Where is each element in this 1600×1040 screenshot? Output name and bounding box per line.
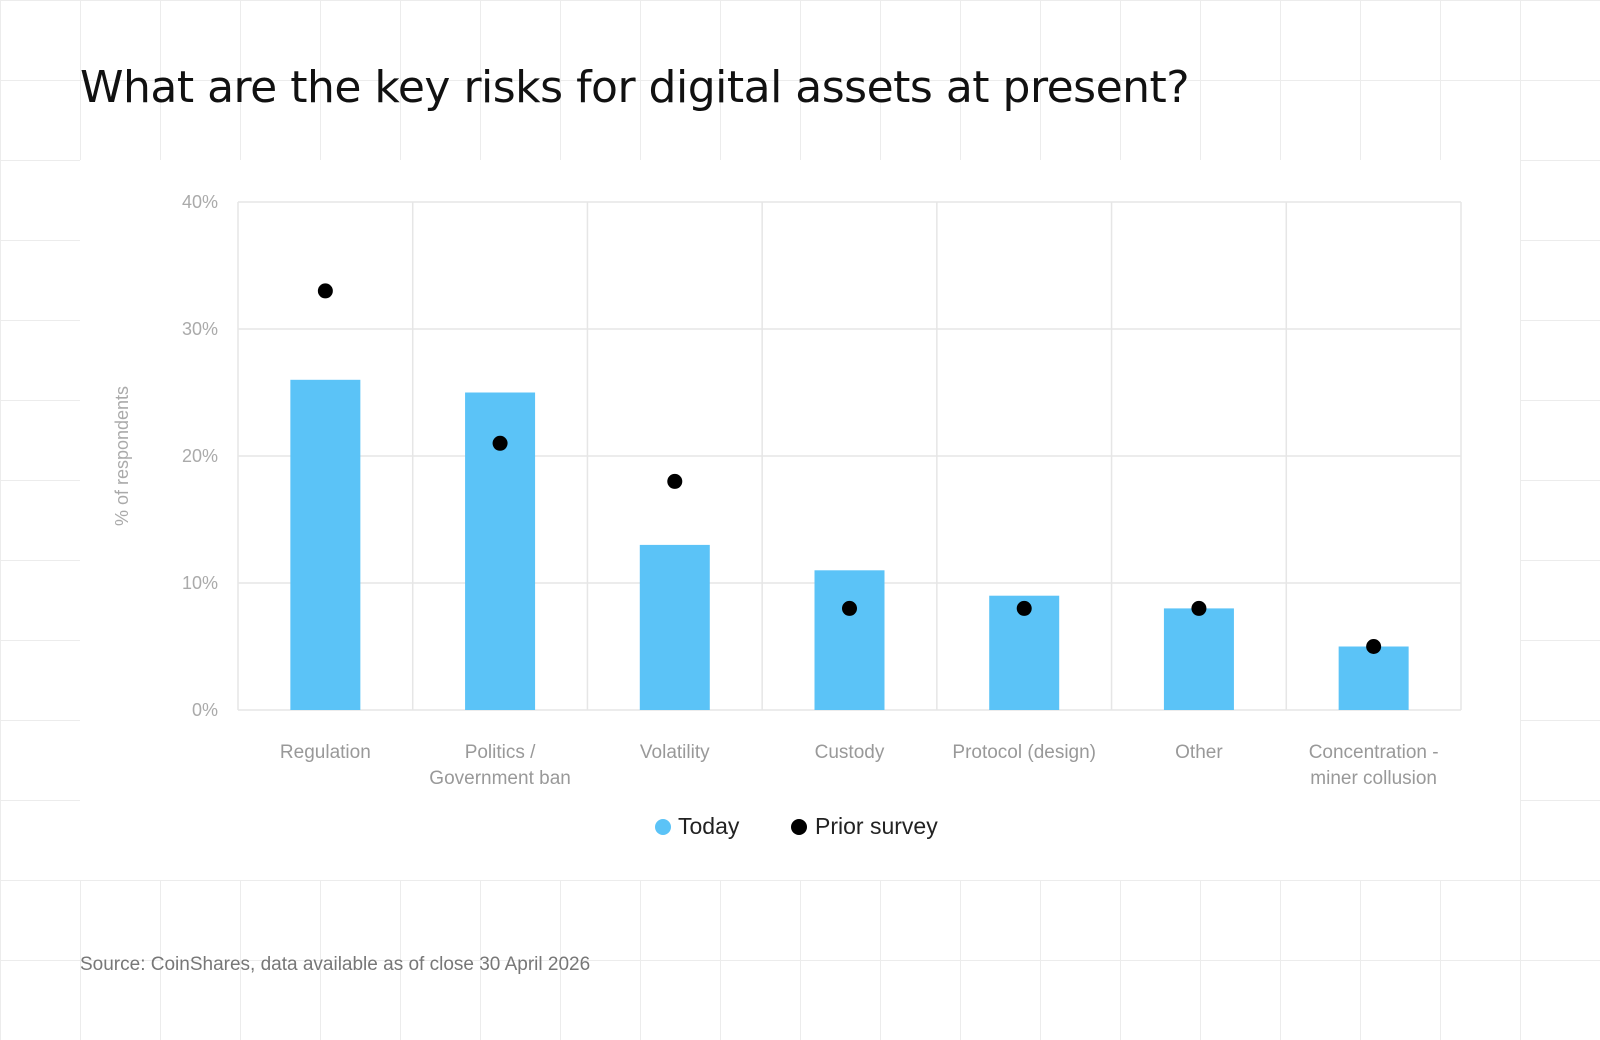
source-note: Source: CoinShares, data available as of… [80,954,591,975]
bar-today [639,544,710,710]
x-category-label: Concentration - [1309,742,1439,763]
legend-prior-label: Prior survey [815,813,938,839]
bar-today [290,379,361,710]
dot-prior-survey [1366,639,1382,654]
bar-today [814,570,885,710]
x-category-label: miner collusion [1310,768,1437,789]
legend-prior-swatch [791,819,807,835]
dot-prior-survey [317,283,333,299]
x-category-label: Volatility [640,742,710,763]
chart-panel: 0% 10% 20% 30% 40% % of respondents Regulation… [80,160,1520,880]
legend-today-swatch [655,819,671,835]
dot-prior-survey [842,600,857,616]
y-tick-label: 10% [182,573,218,593]
x-category-label: Protocol (design) [952,742,1096,763]
x-category-label: Politics / [465,742,536,763]
legend-today-label: Today [678,813,740,839]
y-axis-label: % of respondents [112,386,132,526]
x-category-label: Regulation [280,742,371,763]
dot-prior-survey [1016,600,1032,616]
x-category-label: Other [1175,742,1223,763]
y-tick-label: 20% [182,446,218,466]
x-category-label: Custody [815,742,885,763]
bar-chart: 0% 10% 20% 30% 40% % of respondents Regulation… [112,192,1462,839]
y-tick-label: 30% [182,319,218,339]
dot-prior-survey [492,435,508,451]
y-tick-label: 40% [182,192,218,212]
y-tick-label: 0% [192,700,218,720]
bar-today [1338,646,1409,710]
chart-title: What are the key risks for digital asset… [80,62,1190,113]
x-category-label: Government ban [429,768,571,789]
dot-prior-survey [667,473,683,489]
bar-today [1163,608,1234,710]
dot-prior-survey [1191,600,1207,616]
